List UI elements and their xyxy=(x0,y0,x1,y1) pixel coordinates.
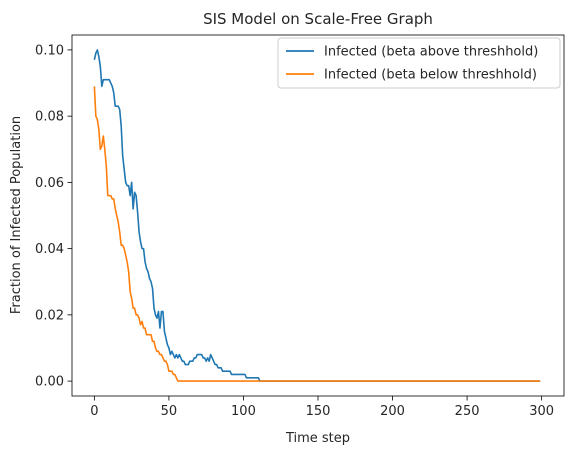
x-tick-label: 50 xyxy=(161,404,178,419)
x-tick-label: 150 xyxy=(306,404,331,419)
y-tick-label: 0.06 xyxy=(35,176,64,191)
y-axis: 0.00 0.02 0.04 0.06 0.08 0.10 xyxy=(35,43,72,390)
series-line-beta-above xyxy=(93,49,541,382)
y-axis-label: Fraction of Infected Population xyxy=(9,116,24,314)
plot-frame xyxy=(71,34,565,397)
legend-label-above: Infected (beta above threshhold) xyxy=(324,45,538,60)
series-lines xyxy=(93,49,541,382)
x-tick-label: 100 xyxy=(231,404,256,419)
chart-title: SIS Model on Scale-Free Graph xyxy=(203,10,433,28)
x-axis-label: Time step xyxy=(285,431,350,446)
y-tick-label: 0.04 xyxy=(35,242,64,257)
y-tick-label: 0.08 xyxy=(35,110,64,125)
x-tick-label: 0 xyxy=(90,404,98,419)
x-tick-label: 300 xyxy=(529,404,554,419)
x-axis: 0 50 100 150 200 250 300 xyxy=(90,396,554,419)
y-tick-label: 0.02 xyxy=(35,308,64,323)
legend-box xyxy=(277,37,561,89)
x-tick-label: 200 xyxy=(380,404,405,419)
y-tick-label: 0.10 xyxy=(35,43,64,58)
legend-label-below: Infected (beta below threshhold) xyxy=(324,68,537,83)
legend: Infected (beta above threshhold) Infecte… xyxy=(277,37,561,89)
y-tick-label: 0.00 xyxy=(35,375,64,390)
x-tick-label: 250 xyxy=(455,404,480,419)
series-line-beta-below xyxy=(93,86,541,382)
